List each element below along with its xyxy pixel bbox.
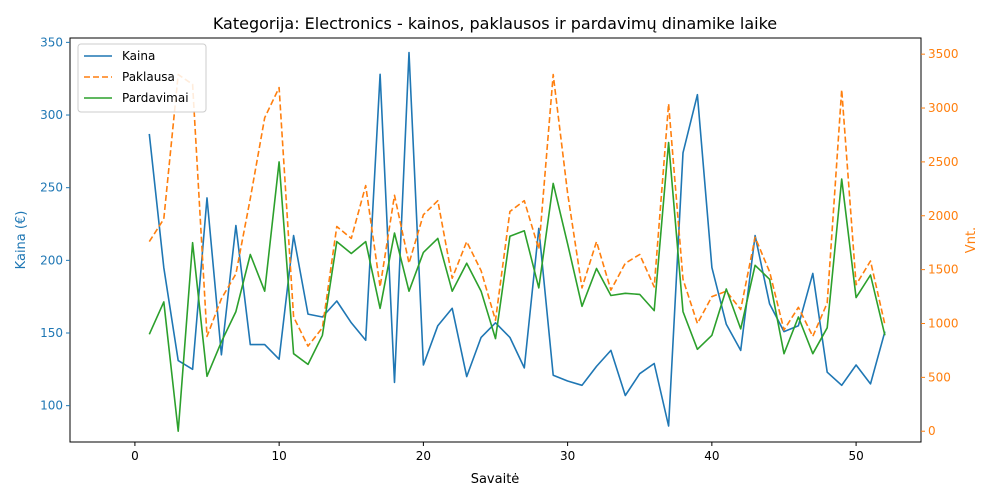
y-axis-label-right: Vnt. <box>964 227 979 253</box>
y-left-tick-label: 200 <box>40 253 63 267</box>
legend-box <box>77 43 207 113</box>
legend-label: Kaina <box>122 49 155 63</box>
x-tick-label: 20 <box>416 449 431 463</box>
y-left-tick-label: 300 <box>40 108 63 122</box>
plot-lines <box>148 51 886 433</box>
x-tick-label: 10 <box>272 449 287 463</box>
series-line-3 <box>148 141 886 433</box>
y-axis-left: 100 150 200 250 300 350 <box>40 35 70 413</box>
y-right-tick-label: 500 <box>928 370 951 384</box>
y-right-tick-label: 1500 <box>928 263 959 277</box>
legend-label: Paklausa <box>122 70 175 84</box>
y-left-tick-label: 150 <box>40 326 63 340</box>
y-left-tick-label: 100 <box>40 399 63 413</box>
y-axis-label-left: Kaina (€) <box>14 211 29 270</box>
y-right-tick-label: 2500 <box>928 155 959 169</box>
y-right-tick-label: 1000 <box>928 316 959 330</box>
y-right-tick-label: 3000 <box>928 101 959 115</box>
x-tick-label: 30 <box>560 449 575 463</box>
y-right-tick-label: 0 <box>928 424 936 438</box>
y-right-tick-label: 3500 <box>928 47 959 61</box>
x-axis: 0 10 20 30 40 50 <box>131 442 864 463</box>
x-tick-label: 0 <box>131 449 139 463</box>
y-left-tick-label: 250 <box>40 181 63 195</box>
y-right-tick-label: 2000 <box>928 209 959 223</box>
legend-label: Pardavimai <box>122 91 189 105</box>
x-tick-label: 40 <box>704 449 719 463</box>
y-axis-right: 0 500 1000 1500 2000 2500 3000 3500 <box>921 47 959 438</box>
y-left-tick-label: 350 <box>40 35 63 49</box>
series-line-1 <box>148 51 886 427</box>
plot-frame <box>69 37 922 443</box>
x-axis-label: Savaitė <box>471 472 520 487</box>
series-line-2 <box>148 73 886 347</box>
chart-title: Kategorija: Electronics - kainos, paklau… <box>213 14 777 33</box>
legend: Kaina Paklausa Pardavimai <box>77 43 207 113</box>
x-tick-label: 50 <box>848 449 863 463</box>
